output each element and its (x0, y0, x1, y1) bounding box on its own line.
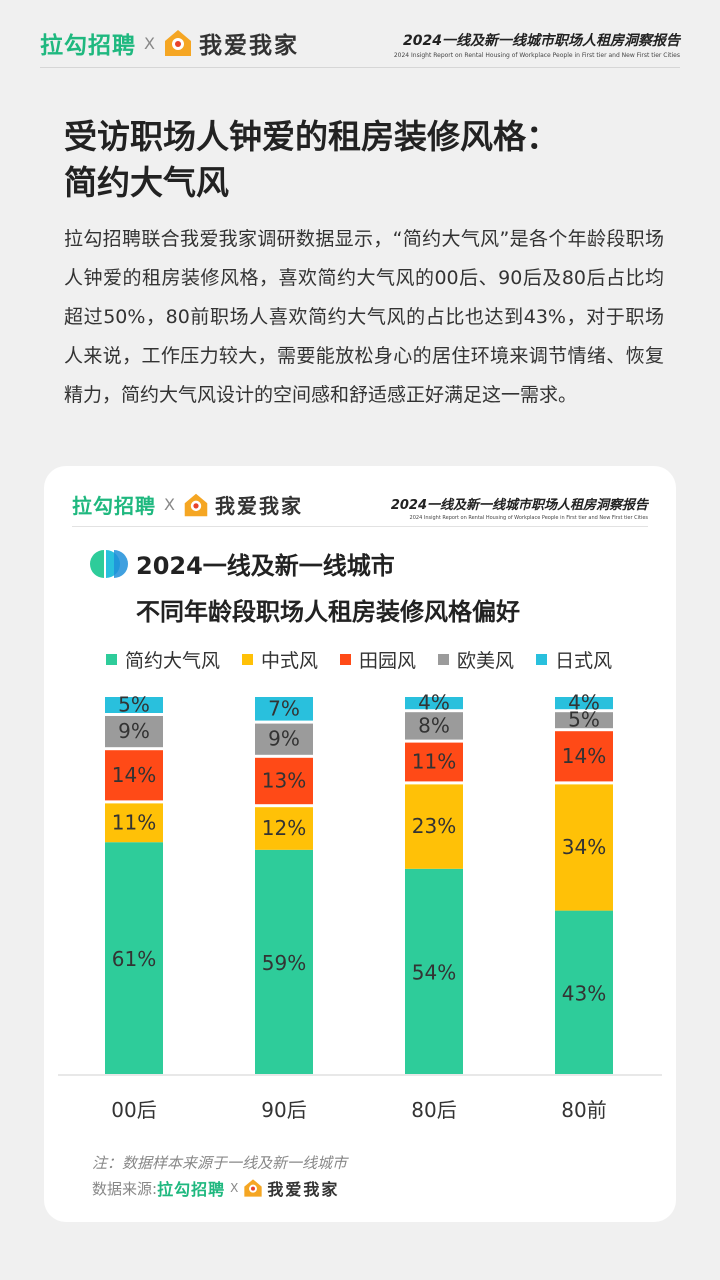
article-title-line2: 简约大气风 (64, 163, 229, 202)
data-source-label: 数据来源: (92, 1179, 158, 1198)
report-title-block: 2024一线及新一线城市职场人租房洞察报告 2024 Insight Repor… (394, 30, 680, 59)
source-brand-separator: X (230, 1181, 239, 1195)
chart-logo-icon (90, 550, 130, 578)
bar-segment (555, 697, 613, 710)
woai-logo: 我爱我家 (198, 33, 299, 59)
card-report-subtitle: 2024 Insight Report on Rental Housing of… (409, 515, 648, 521)
card-woai-logo: 我爱我家 (214, 494, 303, 518)
bar-segment (255, 697, 313, 721)
source-woai-logo: 我爱我家 (267, 1180, 340, 1199)
legend-label: 中式风 (261, 650, 319, 672)
card-divider (72, 526, 648, 527)
x-tick-label: 00后 (111, 1098, 156, 1122)
legend-item: 欧美风 (438, 646, 514, 673)
card-lagou-logo: 拉勾招聘 (72, 494, 156, 518)
data-label: 34% (562, 835, 606, 859)
bar-segment (105, 716, 163, 748)
brand-logos: 拉勾招聘 X 我爱我家 (40, 26, 299, 60)
chart-title-line1: 2024一线及新一线城市 (136, 552, 395, 580)
bar-segment (255, 807, 313, 850)
bar-segment (255, 723, 313, 755)
bar-segment (405, 712, 463, 740)
bar-segment (555, 910, 613, 1074)
report-title: 2024一线及新一线城市职场人租房洞察报告 (403, 33, 680, 49)
page-header: 拉勾招聘 X 我爱我家 2024一线及新一线城市职场人租房洞察报告 2024 I… (0, 0, 720, 70)
data-source: 数据来源: 拉勾招聘 X 我爱我家 (92, 1176, 339, 1200)
header-divider (40, 67, 680, 68)
bar-segment (555, 712, 613, 729)
data-label: 5% (118, 693, 150, 717)
legend-label: 欧美风 (457, 650, 515, 672)
legend-swatch (242, 654, 254, 665)
article-title-line1: 受访职场人钟爱的租房装修风格： (64, 117, 559, 156)
bar-segment (105, 750, 163, 801)
data-label: 12% (262, 816, 306, 840)
data-label: 9% (268, 727, 300, 751)
card-house-icon (183, 492, 209, 518)
source-lagou-logo: 拉勾招聘 (157, 1180, 226, 1199)
brand-separator: X (144, 33, 155, 53)
legend-swatch (536, 654, 548, 665)
data-label: 9% (118, 719, 150, 743)
data-label: 14% (562, 744, 606, 768)
data-label: 43% (562, 981, 606, 1005)
legend-swatch (106, 654, 117, 665)
bar-segment (105, 803, 163, 843)
bar-segment (405, 868, 463, 1074)
chart-card: 拉勾招聘 X 我爱我家 2024一线及新一线城市职场人租房洞察报告 2024 I… (44, 466, 676, 1222)
legend-item: 日式风 (536, 646, 612, 673)
data-label: 5% (568, 708, 600, 732)
data-label: 23% (412, 814, 456, 838)
legend-item: 简约大气风 (106, 646, 220, 673)
bar-segment (105, 697, 163, 713)
legend-item: 田园风 (340, 646, 416, 673)
x-tick-label: 80后 (411, 1098, 456, 1122)
card-brand-logos: 拉勾招聘 X 我爱我家 (72, 490, 303, 519)
bar-segment (555, 784, 613, 911)
report-subtitle: 2024 Insight Report on Rental Housing of… (393, 52, 680, 59)
chart-legend: 简约大气风 中式风 田园风 欧美风 日式风 (106, 646, 666, 673)
data-note: 注：数据样本来源于一线及新一线城市 (92, 1154, 348, 1172)
bar-segment (255, 757, 313, 805)
house-icon (163, 28, 193, 58)
x-tick-label: 90后 (261, 1098, 306, 1122)
bar-segment (405, 784, 463, 869)
data-label: 8% (418, 713, 450, 737)
data-label: 11% (412, 750, 456, 774)
bar-segment (405, 742, 463, 782)
data-label: 54% (412, 960, 456, 984)
data-label: 11% (112, 810, 156, 834)
stacked-bar-chart: 61%11%14%9%5%00后59%12%13%9%7%90后54%23%11… (58, 691, 662, 1122)
legend-swatch (438, 654, 450, 665)
lagou-logo: 拉勾招聘 (40, 33, 136, 59)
bar-segment (105, 842, 163, 1074)
chart-title-line2: 不同年龄段职场人租房装修风格偏好 (136, 598, 520, 626)
data-label: 4% (568, 691, 600, 715)
data-label: 59% (262, 951, 306, 975)
legend-swatch (340, 654, 352, 665)
article-intro: 拉勾招聘联合我爱我家调研数据显示，“简约大气风”是各个年龄段职场人钟爱的租房装修… (64, 228, 664, 406)
bar-segment (255, 849, 313, 1074)
x-tick-label: 80前 (561, 1098, 606, 1122)
card-report-title-block: 2024一线及新一线城市职场人租房洞察报告 2024 Insight Repor… (391, 494, 648, 521)
bar-segment (555, 731, 613, 782)
bar-segment (405, 697, 463, 710)
legend-label: 日式风 (555, 650, 613, 672)
legend-item: 中式风 (242, 646, 318, 673)
data-label: 7% (268, 696, 300, 720)
data-label: 14% (112, 763, 156, 787)
legend-label: 田园风 (359, 650, 417, 672)
source-house-icon (243, 1178, 263, 1198)
legend-label: 简约大气风 (125, 650, 221, 672)
card-report-title: 2024一线及新一线城市职场人租房洞察报告 (390, 498, 648, 513)
card-brand-separator: X (164, 495, 175, 514)
data-label: 61% (112, 947, 156, 971)
data-label: 13% (262, 769, 306, 793)
article-title: 受访职场人钟爱的租房装修风格： 简约大气风 (64, 114, 664, 206)
data-label: 4% (418, 691, 450, 715)
